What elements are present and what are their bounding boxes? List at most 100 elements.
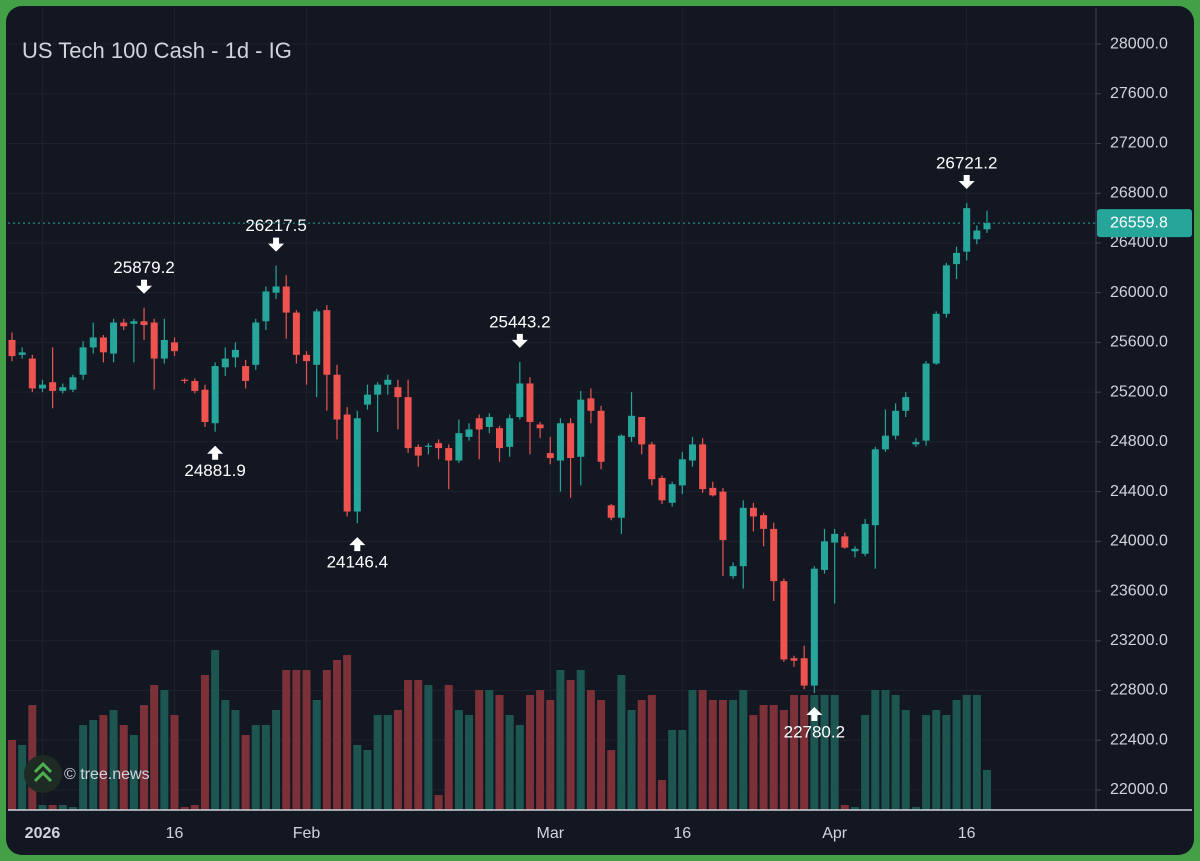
- candle-body: [719, 491, 727, 541]
- volume-bar: [505, 715, 514, 810]
- candle-body: [658, 477, 666, 501]
- candle-body: [617, 435, 625, 518]
- candle-body: [435, 443, 443, 449]
- x-tick-label: Mar: [537, 825, 565, 842]
- volume-bar: [160, 690, 169, 810]
- volume-bar: [322, 670, 331, 810]
- high-arrow: [136, 279, 153, 294]
- low-arrow: [349, 537, 366, 552]
- volume-bar: [485, 690, 494, 810]
- y-tick-label: 24000.0: [1110, 533, 1168, 550]
- volume-bar: [424, 685, 433, 810]
- candle-body: [699, 444, 707, 490]
- high-label: 25443.2: [489, 312, 550, 331]
- candle-body: [333, 374, 341, 420]
- volume-bar: [58, 805, 67, 810]
- chart-title: US Tech 100 Cash - 1d - IG: [22, 38, 292, 63]
- volume-bar: [850, 807, 859, 810]
- candle-body: [760, 515, 768, 529]
- volume-bar: [678, 730, 687, 810]
- volume-bar: [89, 720, 98, 810]
- last-price-box: [1097, 209, 1192, 238]
- candle-body: [871, 449, 879, 526]
- candle-body: [536, 424, 544, 429]
- volume-bar: [200, 675, 209, 810]
- low-label: 24146.4: [327, 553, 388, 572]
- y-tick-label: 27200.0: [1110, 135, 1168, 152]
- volume-bar: [688, 690, 697, 810]
- candle-body: [851, 548, 859, 552]
- candle-body: [770, 528, 778, 582]
- volume-bar: [343, 655, 352, 810]
- watermark-chevrons: [33, 761, 53, 783]
- candle-body: [242, 366, 250, 381]
- volume-bar: [952, 700, 961, 810]
- candle-body: [749, 507, 757, 517]
- volume-bar: [333, 660, 341, 810]
- y-tick-label: 27600.0: [1110, 85, 1168, 102]
- volume-bar: [190, 805, 199, 810]
- candle-body: [282, 286, 290, 313]
- candle-body: [790, 658, 798, 661]
- candle-body: [861, 523, 869, 554]
- volume-bar: [465, 715, 474, 810]
- candle-body: [506, 418, 514, 447]
- volume-bar: [251, 725, 260, 810]
- volume-bar: [861, 715, 870, 810]
- volume-bar: [18, 745, 27, 810]
- volume-bar: [637, 700, 646, 810]
- volume-bar: [718, 700, 727, 810]
- volume-bar: [515, 725, 524, 810]
- candle-body: [841, 536, 849, 548]
- watermark: © tree.news: [64, 766, 150, 783]
- y-tick-label: 24400.0: [1110, 483, 1168, 500]
- x-tick-label: 16: [673, 825, 691, 842]
- volume-bar: [739, 690, 748, 810]
- candle-body: [821, 541, 828, 570]
- volume-bar: [8, 740, 16, 810]
- candle-body: [231, 349, 239, 358]
- volume-bar: [292, 670, 301, 810]
- y-tick-label: 25200.0: [1110, 383, 1168, 400]
- volume-bar: [414, 680, 423, 810]
- candle-body: [414, 446, 422, 456]
- last-price-label: 26559.8: [1110, 214, 1168, 231]
- candle-body: [546, 453, 554, 459]
- candle-body: [130, 321, 138, 324]
- x-tick-label: Feb: [293, 825, 321, 842]
- volume-bar: [617, 675, 626, 810]
- volume-bar: [302, 670, 311, 810]
- volume-bar: [962, 695, 971, 810]
- volume-bar: [536, 690, 545, 810]
- candle-body: [516, 383, 524, 418]
- candle-body: [89, 337, 97, 348]
- volume-bar: [576, 670, 585, 810]
- candle-body: [374, 384, 382, 395]
- candle-body: [475, 418, 483, 430]
- candle-body: [353, 418, 361, 512]
- high-arrow: [268, 237, 285, 252]
- candle-body: [678, 459, 686, 486]
- volume-bar: [383, 715, 392, 810]
- volume-layer: [8, 650, 991, 810]
- volume-bar: [668, 730, 677, 810]
- low-arrow: [207, 445, 224, 460]
- candle-body: [150, 322, 158, 359]
- low-arrow: [806, 706, 823, 721]
- volume-bar: [586, 690, 595, 810]
- volume-bar: [830, 695, 839, 810]
- volume-bar: [525, 695, 534, 810]
- low-label: 24881.9: [184, 461, 245, 480]
- candle-body: [384, 379, 392, 385]
- candle-body: [902, 397, 910, 411]
- volume-bar: [627, 710, 636, 810]
- candle-body: [445, 448, 453, 461]
- y-tick-label: 26000.0: [1110, 284, 1168, 301]
- candle-body: [221, 358, 229, 368]
- volume-bar: [444, 685, 453, 810]
- candle-body: [668, 484, 676, 503]
- candle-body: [262, 291, 270, 322]
- candle-body: [597, 410, 605, 462]
- volume-bar: [363, 750, 372, 810]
